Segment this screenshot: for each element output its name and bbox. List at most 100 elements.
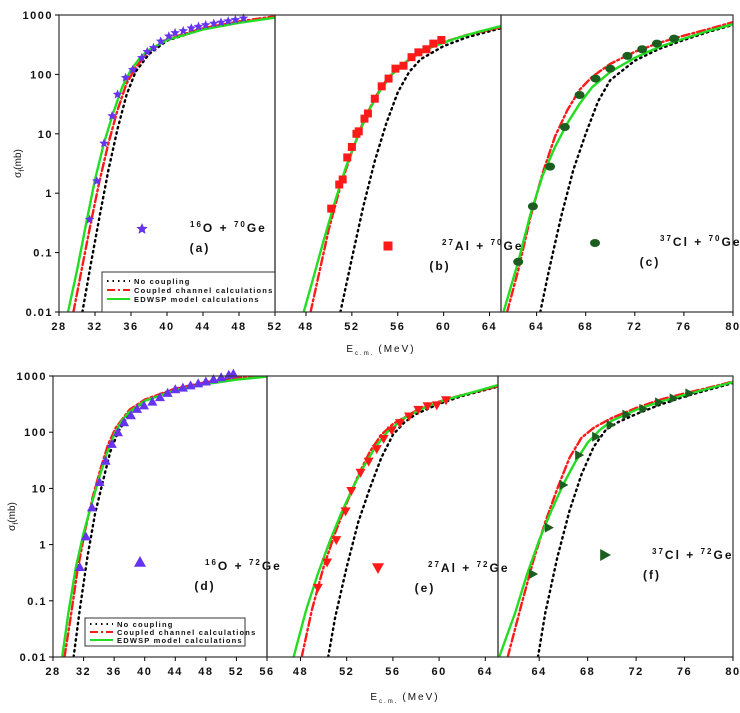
x-tick-label: 56 [385, 666, 400, 678]
reaction-label: 27Al + 72Ge [428, 560, 510, 575]
x-tick-label: 68 [580, 666, 595, 678]
data-point [414, 48, 423, 57]
x-tick-label: 80 [725, 321, 740, 333]
data-point [545, 162, 556, 171]
data-point [429, 39, 438, 48]
data-point [137, 52, 147, 62]
x-axis-label: Ec.m. (MeV) [370, 692, 439, 705]
data-point [238, 13, 249, 23]
reaction-proj-mass: 16 [205, 558, 218, 567]
curve-edwsp [66, 16, 275, 312]
curve-no-coupling [339, 27, 501, 312]
data-point [413, 405, 424, 415]
curve-no-coupling [539, 23, 733, 312]
data-point [92, 176, 102, 186]
data-point [575, 450, 585, 461]
data-point [338, 175, 347, 184]
legend-label: EDWSP model calculations [134, 295, 260, 304]
reaction-proj: Al [455, 239, 471, 253]
x-tick-label: 40 [137, 666, 152, 678]
legend-marker [136, 223, 148, 234]
legend-marker [600, 549, 611, 561]
data-point [120, 72, 131, 82]
curve-coupled-channel [506, 380, 733, 657]
data-point [655, 397, 665, 408]
data-point [128, 64, 138, 74]
data-point [99, 138, 109, 148]
xlabel-subscript: c.m. [355, 351, 374, 357]
data-point [327, 204, 336, 213]
data-point [216, 17, 226, 27]
y-tick-label: 0.1 [33, 248, 53, 260]
plus-sign: + [689, 235, 709, 249]
data-point [147, 396, 158, 406]
reaction-proj: O [203, 221, 214, 235]
data-point [637, 45, 648, 54]
legend-marker [134, 556, 146, 567]
data-point [132, 403, 143, 413]
data-point [107, 110, 117, 120]
data-point [209, 18, 219, 28]
data-point [386, 426, 397, 436]
data-point [100, 455, 111, 465]
data-point [363, 457, 374, 467]
curve-no-coupling [72, 376, 267, 657]
x-tick-label: 44 [168, 666, 183, 678]
data-point [155, 36, 166, 46]
data-point [669, 393, 679, 404]
reaction-label: 27Al + 70Ge [442, 238, 524, 253]
data-point [370, 94, 379, 103]
data-point [544, 522, 554, 533]
data-point [590, 74, 601, 83]
data-point [164, 31, 174, 41]
ylabel-unit: (mb) [7, 502, 18, 523]
data-point [106, 438, 117, 448]
reaction-proj-mass: 37 [652, 547, 665, 556]
data-point [527, 202, 538, 211]
y-tick-label: 100 [30, 69, 53, 81]
x-tick-label: 56 [390, 321, 405, 333]
panel-tag: (d) [194, 579, 215, 593]
data-point [363, 109, 372, 118]
data-point [142, 46, 152, 56]
data-point [404, 412, 415, 422]
data-point [529, 568, 539, 579]
y-tick-label: 100 [24, 427, 47, 439]
panel-tag: (a) [190, 241, 211, 255]
data-point [322, 558, 333, 568]
ylabel-subscript: f [13, 523, 20, 525]
data-point [312, 583, 323, 593]
data-point [119, 417, 130, 427]
reaction-proj-mass: 27 [428, 560, 441, 569]
panel-a: 28 32 36 40 44 48 52 1000 100 10 1 0.1 0.01 σf(mb) No … [13, 10, 281, 333]
y-tick-label: 0.01 [20, 652, 47, 664]
data-point [148, 42, 159, 52]
reaction-label: 16O + 70Ge [190, 220, 267, 235]
x-tick-label: 64 [532, 666, 547, 678]
data-point [347, 142, 356, 151]
data-point [230, 14, 241, 24]
plot-frame [266, 375, 499, 658]
data-point [340, 507, 351, 517]
xlabel-unit: (MeV) [402, 692, 439, 703]
panel-tag: (e) [415, 581, 436, 595]
reaction-proj-mass: 27 [442, 238, 455, 247]
data-point [84, 214, 95, 224]
data-point [178, 25, 188, 35]
x-tick-label: 64 [482, 321, 497, 333]
reaction-targ-mass: 72 [701, 547, 714, 556]
x-tick-label: 28 [45, 666, 60, 678]
curve-no-coupling [81, 16, 275, 312]
data-point [639, 403, 649, 414]
data-point [685, 388, 695, 399]
data-point [378, 434, 389, 444]
data-point [399, 61, 408, 70]
data-point [74, 561, 85, 571]
data-point [407, 53, 416, 62]
plot-frame [274, 14, 502, 313]
reaction-label: 37Cl + 70Ge [660, 234, 740, 249]
panel-tag: (b) [429, 259, 450, 273]
data-point [331, 536, 342, 546]
x-tick-label: 60 [436, 321, 451, 333]
